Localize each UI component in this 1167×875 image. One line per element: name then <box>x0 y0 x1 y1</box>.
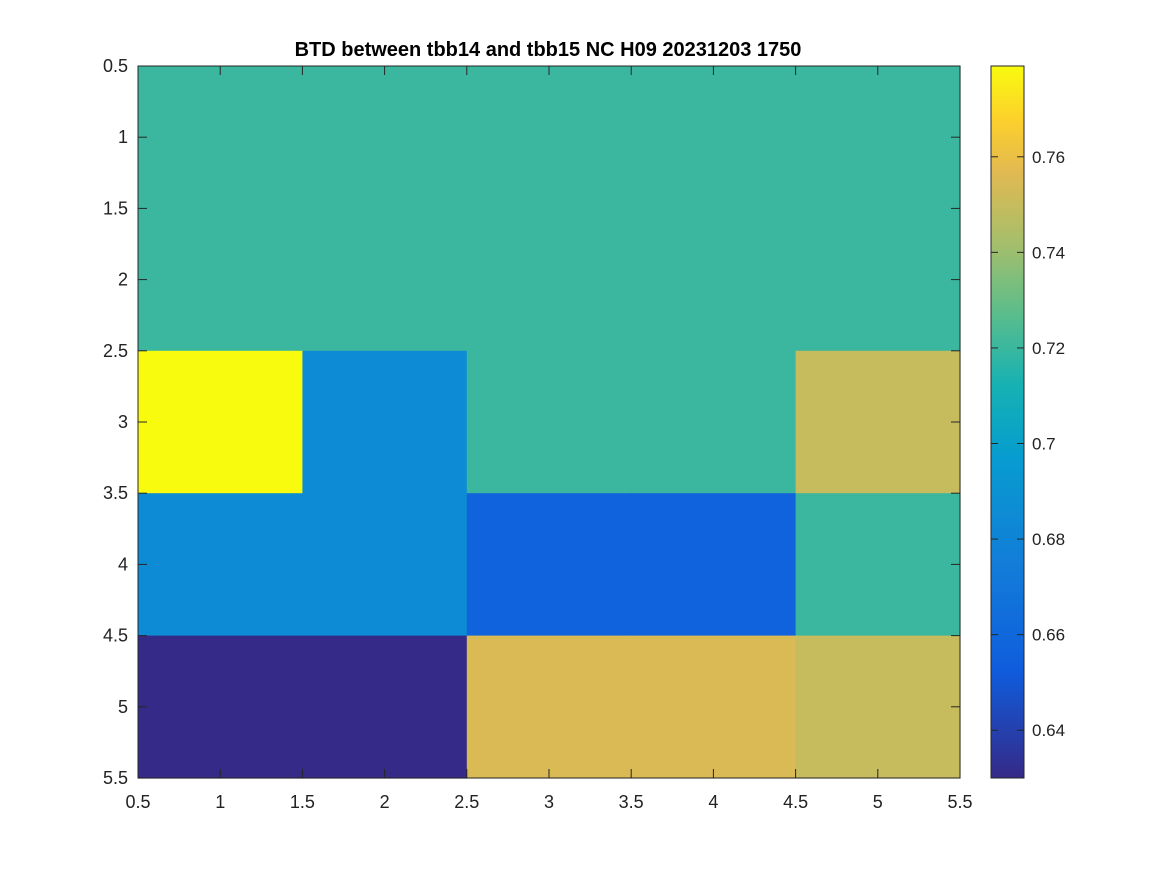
heatmap-cell-r1-c3 <box>466 66 632 209</box>
x-tick-label: 2.5 <box>454 792 479 812</box>
y-tick-label: 1 <box>118 127 128 147</box>
heatmap-cell-r2-c2 <box>302 208 468 352</box>
y-axis: 0.5 1 1.5 2 2.5 3 3.5 4 4.5 5 5.5 <box>103 56 960 788</box>
colorbar-gradient <box>991 66 1024 778</box>
heatmap-cell-r3-c3 <box>466 350 632 494</box>
colorbar: 0.64 0.66 0.68 0.7 0.72 0.74 0.76 <box>990 65 1065 779</box>
colorbar-tick-label: 0.74 <box>1032 243 1065 262</box>
y-tick-label: 3.5 <box>103 483 128 503</box>
x-tick-label: 4 <box>708 792 718 812</box>
heatmap-cell-r5-c1 <box>138 635 303 779</box>
heatmap-cell-r2-c1 <box>138 208 303 352</box>
heatmap-cell-r1-c5 <box>795 66 961 209</box>
y-tick-label: 4 <box>118 554 128 574</box>
y-tick-label: 4.5 <box>103 626 128 646</box>
heatmap-cell-r3-c1 <box>138 350 303 494</box>
x-tick-label: 3.5 <box>619 792 644 812</box>
heatmap-cell-r4-c4 <box>631 493 797 637</box>
heatmap-cell-r4-c2 <box>302 493 468 637</box>
x-tick-label: 3 <box>544 792 554 812</box>
heatmap-cell-r3-c5 <box>795 350 961 494</box>
heatmap-cell-r5-c3 <box>466 635 632 779</box>
colorbar-tick-label: 0.68 <box>1032 530 1065 549</box>
heatmap-cell-r2-c5 <box>795 208 961 352</box>
x-tick-label: 2 <box>380 792 390 812</box>
y-tick-label: 2.5 <box>103 341 128 361</box>
heatmap-cell-r4-c1 <box>138 493 303 637</box>
x-tick-label: 4.5 <box>783 792 808 812</box>
heatmap-cell-r1-c1 <box>138 66 303 209</box>
y-tick-label: 2 <box>118 270 128 290</box>
heatmap-cell-r5-c5 <box>795 635 961 779</box>
heatmap-cell-r4-c5 <box>795 493 961 637</box>
x-tick-label: 5.5 <box>947 792 972 812</box>
y-tick-label: 5.5 <box>103 768 128 788</box>
colorbar-tick-label: 0.7 <box>1032 435 1056 454</box>
heatmap-cell-r2-c3 <box>466 208 632 352</box>
heatmap-cell-r4-c3 <box>466 493 632 637</box>
chart-title: BTD between tbb14 and tbb15 NC H09 20231… <box>295 39 802 61</box>
heatmap-cell-r3-c4 <box>631 350 797 494</box>
y-tick-label: 5 <box>118 697 128 717</box>
x-tick-label: 1.5 <box>290 792 315 812</box>
colorbar-frame <box>990 65 1025 779</box>
x-tick-label: 5 <box>873 792 883 812</box>
y-tick-label: 1.5 <box>103 198 128 218</box>
colorbar-tick-label: 0.72 <box>1032 339 1065 358</box>
heatmap-cell-r3-c2 <box>302 350 468 494</box>
heatmap-cell-r5-c4 <box>631 635 797 779</box>
colorbar-tick-label: 0.64 <box>1032 721 1065 740</box>
heatmap-cell-r2-c4 <box>631 208 797 352</box>
x-tick-label: 1 <box>215 792 225 812</box>
plot-frame <box>137 65 961 779</box>
heatmap-cell-r5-c2 <box>302 635 468 779</box>
heatmap-cell-r1-c2 <box>302 66 468 209</box>
colorbar-tick-label: 0.76 <box>1032 148 1065 167</box>
x-tick-label: 0.5 <box>125 792 150 812</box>
y-tick-label: 0.5 <box>103 56 128 76</box>
x-axis: 0.5 1 1.5 2 2.5 3 3.5 4 4.5 5 5.5 <box>125 66 973 812</box>
colorbar-tick-label: 0.66 <box>1032 626 1065 645</box>
y-tick-label: 3 <box>118 412 128 432</box>
heatmap-cell-r1-c4 <box>631 66 797 209</box>
heatmap-cells <box>138 66 961 779</box>
